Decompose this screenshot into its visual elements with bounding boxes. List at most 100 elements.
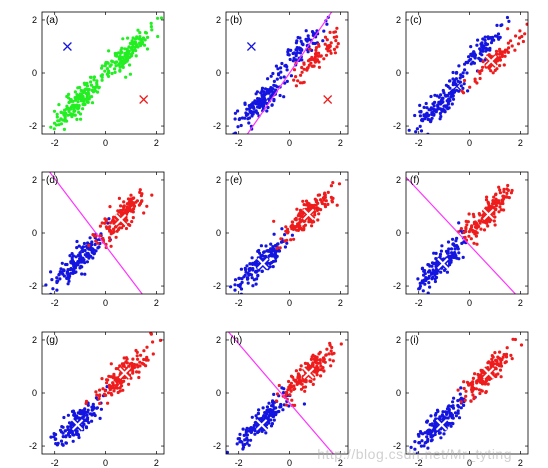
- data-point: [464, 229, 468, 234]
- data-point: [271, 414, 276, 419]
- data-point: [499, 362, 503, 366]
- data-point: [498, 52, 502, 56]
- data-point: [274, 413, 278, 417]
- data-point: [486, 361, 490, 365]
- data-point: [96, 90, 100, 94]
- data-point: [274, 64, 278, 68]
- y-tick-label: 2: [216, 175, 221, 185]
- data-point: [413, 447, 417, 451]
- data-point: [443, 93, 447, 97]
- data-point: [58, 277, 62, 281]
- data-point: [68, 267, 72, 272]
- data-point: [440, 96, 445, 100]
- data-point: [131, 51, 135, 55]
- data-point: [104, 62, 108, 66]
- data-point: [108, 239, 112, 243]
- data-point: [506, 41, 510, 45]
- subplot-1: -2 0 2 2 0 -2 (a): [29, 11, 165, 148]
- data-point: [419, 444, 423, 448]
- data-point: [422, 273, 426, 277]
- data-point: [513, 48, 517, 52]
- data-point: [317, 65, 321, 69]
- data-point: [503, 54, 507, 58]
- data-point: [65, 94, 69, 99]
- data-point: [444, 105, 448, 109]
- data-point: [497, 185, 501, 189]
- data-point: [479, 49, 483, 53]
- data-point: [262, 414, 266, 418]
- data-point: [130, 54, 134, 58]
- data-point: [317, 51, 321, 55]
- data-point: [494, 193, 498, 197]
- data-point: [475, 226, 479, 230]
- data-point: [491, 71, 495, 75]
- data-point: [325, 44, 330, 48]
- data-point: [86, 100, 90, 104]
- data-point: [495, 59, 499, 63]
- data-point: [150, 28, 154, 32]
- data-point: [339, 342, 343, 346]
- data-point: [109, 244, 113, 248]
- data-point: [494, 374, 498, 379]
- data-point: [291, 59, 295, 63]
- data-point: [271, 412, 275, 416]
- data-point: [124, 226, 129, 231]
- data-point: [294, 224, 298, 229]
- data-point: [59, 122, 64, 126]
- data-point: [474, 230, 478, 234]
- data-point: [251, 105, 255, 109]
- data-point: [71, 409, 75, 413]
- data-point: [55, 112, 59, 116]
- data-point: [507, 46, 511, 50]
- data-point: [91, 85, 96, 89]
- data-point: [81, 91, 85, 95]
- data-point: [66, 113, 70, 117]
- data-point: [424, 101, 428, 106]
- plot-area: [226, 332, 343, 454]
- data-point: [244, 111, 248, 115]
- data-point: [282, 75, 286, 79]
- data-point: [272, 392, 276, 396]
- data-point: [90, 101, 95, 105]
- data-point: [317, 44, 321, 48]
- data-point: [275, 246, 279, 250]
- data-point: [103, 69, 107, 73]
- data-point: [477, 56, 481, 60]
- data-point: [421, 432, 425, 436]
- data-point: [146, 35, 150, 40]
- data-point: [475, 242, 479, 246]
- data-point: [113, 376, 117, 380]
- data-point: [335, 203, 339, 207]
- data-point: [252, 278, 256, 282]
- data-point: [65, 262, 69, 267]
- data-point: [110, 71, 114, 76]
- data-point: [120, 55, 124, 60]
- data-point: [453, 244, 457, 248]
- decision-boundary: [49, 172, 143, 294]
- data-point: [462, 380, 466, 384]
- data-point: [83, 418, 87, 422]
- data-point: [64, 435, 68, 439]
- data-point: [139, 353, 143, 357]
- data-point: [279, 76, 283, 80]
- data-point: [418, 441, 422, 445]
- data-point: [149, 332, 153, 335]
- data-point: [431, 102, 435, 106]
- data-point: [77, 110, 81, 114]
- panel-label: (h): [230, 335, 242, 346]
- data-point: [307, 63, 311, 67]
- data-point: [285, 68, 289, 72]
- data-point: [451, 400, 455, 404]
- data-point: [425, 106, 429, 110]
- data-point: [457, 251, 461, 255]
- data-point: [124, 356, 129, 360]
- data-point: [133, 37, 137, 41]
- data-point: [284, 225, 288, 229]
- data-point: [57, 103, 61, 107]
- data-point: [476, 38, 480, 42]
- data-point: [74, 96, 78, 100]
- data-point: [332, 30, 336, 34]
- data-point: [448, 263, 452, 267]
- data-point: [321, 39, 325, 43]
- data-point: [108, 225, 112, 229]
